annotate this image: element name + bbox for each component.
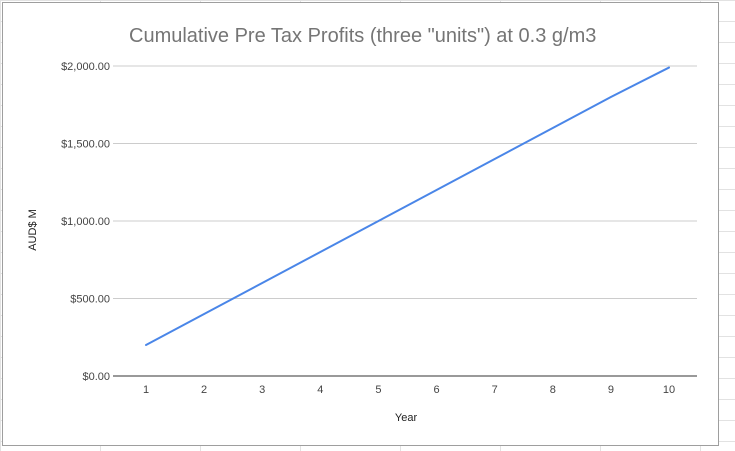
series-lines [145, 66, 670, 346]
chart-title: Cumulative Pre Tax Profits (three "units… [129, 25, 596, 47]
x-tick-label: 10 [663, 384, 675, 396]
y-tick-label: $2,000.00 [61, 61, 110, 73]
x-tick-label: 6 [433, 384, 439, 396]
y-axis-tick-labels: $0.00 $500.00 $1,000.00 $1,500.00 $2,000.00 [61, 61, 110, 383]
x-tick-label: 7 [492, 384, 498, 396]
x-tick-label: 2 [201, 384, 207, 396]
y-axis-label: AUD$ M [27, 209, 39, 251]
y-tick-label: $1,000.00 [61, 216, 110, 228]
x-tick-label: 9 [608, 384, 614, 396]
y-tick-label: $500.00 [70, 294, 110, 306]
chart-panel[interactable]: Cumulative Pre Tax Profits (three "units… [2, 2, 719, 446]
x-axis-label: Year [395, 412, 418, 424]
x-axis-tick-labels: 1 2 3 4 5 6 7 8 9 10 [143, 384, 675, 396]
x-tick-label: 1 [143, 384, 149, 396]
y-tick-label: $1,500.00 [61, 139, 110, 151]
gridlines [113, 65, 697, 299]
series-line [145, 66, 670, 346]
x-tick-label: 3 [259, 384, 265, 396]
x-tick-label: 8 [550, 384, 556, 396]
x-tick-label: 4 [317, 384, 323, 396]
y-tick-label: $0.00 [82, 371, 110, 383]
line-chart: Cumulative Pre Tax Profits (three "units… [27, 25, 697, 424]
x-tick-label: 5 [375, 384, 381, 396]
